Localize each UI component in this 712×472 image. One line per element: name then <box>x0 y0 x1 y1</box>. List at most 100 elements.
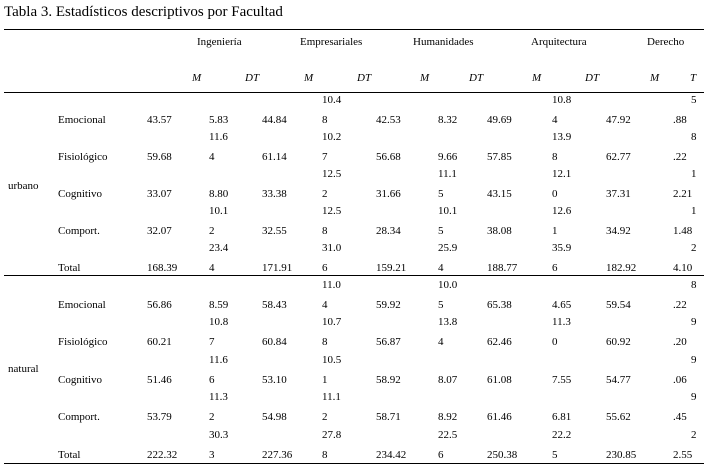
table-cell-wrap-bottom: 6 <box>209 374 215 386</box>
table-cell: 54.98 <box>262 411 287 423</box>
table-cell-wrap-bottom: 4 <box>552 114 558 126</box>
table-cell-wrap-top: 10.8 <box>552 94 572 106</box>
table-cell-wrap-bottom: 8 <box>322 336 328 348</box>
table-cell: 58.43 <box>262 299 287 311</box>
table-cell-wrap-top: 10.7 <box>322 316 342 328</box>
table-cell: 5.83 <box>209 114 229 126</box>
table-cell-wrap-bottom: 7 <box>209 336 215 348</box>
table-cell-wrap-bottom: 2 <box>209 225 215 237</box>
table-cell: 44.84 <box>262 114 287 126</box>
table-cell: 53.10 <box>262 374 287 386</box>
table-cell-wrap-bottom: 5 <box>438 225 444 237</box>
table-cell: 34.92 <box>606 225 631 237</box>
table-cell: 61.46 <box>487 411 512 423</box>
table-cell-wrap-bottom: 7 <box>322 151 328 163</box>
table-cell: 42.53 <box>376 114 401 126</box>
header-rule <box>4 92 704 93</box>
table-cell-wrap-top: 10.2 <box>322 131 342 143</box>
table-cell: 51.46 <box>147 374 172 386</box>
table-cell: 60.92 <box>606 336 631 348</box>
stat-header: M <box>650 72 660 84</box>
table-cell: 59.54 <box>606 299 631 311</box>
table-cell-wrap-top: 30.3 <box>209 429 229 441</box>
table-cell-wrap-bottom: 8 <box>322 225 328 237</box>
stat-header: DT <box>585 72 600 84</box>
table-cell: 28.34 <box>376 225 401 237</box>
table-cell-wrap-top: 10.8 <box>209 316 229 328</box>
table-cell: 33.07 <box>147 188 172 200</box>
table-cell-wrap-bottom: 5 <box>438 188 444 200</box>
table-cell: 58.71 <box>376 411 401 423</box>
table-cell-wrap-top: 10.1 <box>438 205 458 217</box>
table-cell-wrap-bottom: 6 <box>322 262 328 274</box>
table-cell: 59.68 <box>147 151 172 163</box>
table-cell: 55.62 <box>606 411 631 423</box>
table-cell-wrap-bottom: 8 <box>322 449 328 461</box>
table-cell: 47.92 <box>606 114 631 126</box>
table-cell: 53.79 <box>147 411 172 423</box>
table-cell: 60.21 <box>147 336 172 348</box>
table-cell: 8.07 <box>438 374 458 386</box>
table-cell-wrap-top: 11.1 <box>438 168 457 180</box>
table-cell-wrap-top: 1 <box>691 205 697 217</box>
stat-header: M <box>532 72 542 84</box>
table-cell: 182.92 <box>606 262 637 274</box>
table-cell: 188.77 <box>487 262 518 274</box>
table-cell: 8.92 <box>438 411 458 423</box>
row-label: Fisiológico <box>58 151 108 163</box>
table-cell-wrap-top: 11.3 <box>552 316 571 328</box>
table-cell-wrap-bottom: 4 <box>209 151 215 163</box>
stat-header: T <box>690 72 697 84</box>
table-cell-wrap-bottom: 2 <box>322 411 328 423</box>
table-cell: 32.07 <box>147 225 172 237</box>
top-rule <box>4 29 704 30</box>
table-cell: 56.87 <box>376 336 401 348</box>
table-cell: 222.32 <box>147 449 178 461</box>
row-label: Emocional <box>58 114 106 126</box>
table-cell: 60.84 <box>262 336 287 348</box>
table-cell-wrap-bottom: 5 <box>552 449 558 461</box>
table-cell: 38.08 <box>487 225 512 237</box>
table-cell-wrap-bottom: .20 <box>673 336 687 348</box>
table-title: Tabla 3. Estadísticos descriptivos por F… <box>4 4 283 20</box>
table-cell-wrap-bottom: 2.55 <box>673 449 693 461</box>
table-cell-wrap-top: 11.1 <box>322 391 341 403</box>
table-cell-wrap-top: 25.9 <box>438 242 458 254</box>
table-cell-wrap-bottom: 4 <box>438 336 444 348</box>
table-cell: 4.65 <box>552 299 572 311</box>
table-cell: 57.85 <box>487 151 512 163</box>
table-cell-wrap-bottom: 4 <box>438 262 444 274</box>
table-cell: 31.66 <box>376 188 401 200</box>
table-cell-wrap-bottom: .45 <box>673 411 687 423</box>
table-cell-wrap-bottom: 4 <box>322 299 328 311</box>
table-cell: 168.39 <box>147 262 178 274</box>
table-cell: 54.77 <box>606 374 631 386</box>
table-cell-wrap-bottom: 6 <box>438 449 444 461</box>
table-cell-wrap-bottom: 2 <box>322 188 328 200</box>
table-cell: 234.42 <box>376 449 407 461</box>
table-cell: 32.55 <box>262 225 287 237</box>
table-cell-wrap-bottom: 0 <box>552 336 558 348</box>
table-cell-wrap-top: 1 <box>691 168 697 180</box>
table-cell: 8.80 <box>209 188 229 200</box>
table-cell-wrap-top: 11.6 <box>209 354 228 366</box>
table-cell-wrap-bottom: 0 <box>552 188 558 200</box>
table-cell-wrap-top: 11.3 <box>209 391 228 403</box>
table-cell: 56.68 <box>376 151 401 163</box>
group-label: urbano <box>8 180 39 192</box>
table-cell: 37.31 <box>606 188 631 200</box>
table-cell-wrap-top: 5 <box>691 94 697 106</box>
table-cell-wrap-bottom: 8 <box>322 114 328 126</box>
table-cell: 58.92 <box>376 374 401 386</box>
table-cell-wrap-top: 12.5 <box>322 205 342 217</box>
table-cell-wrap-top: 27.8 <box>322 429 342 441</box>
table-cell-wrap-bottom: 4 <box>209 262 215 274</box>
table-cell-wrap-top: 9 <box>691 354 697 366</box>
table-cell-wrap-top: 13.8 <box>438 316 458 328</box>
table-cell: 7.55 <box>552 374 572 386</box>
table-cell: 8.32 <box>438 114 458 126</box>
table-cell-wrap-top: 2 <box>691 242 697 254</box>
table-cell-wrap-bottom: 2 <box>209 411 215 423</box>
table-cell-wrap-bottom: 2.21 <box>673 188 693 200</box>
table-cell-wrap-bottom: 6 <box>552 262 558 274</box>
